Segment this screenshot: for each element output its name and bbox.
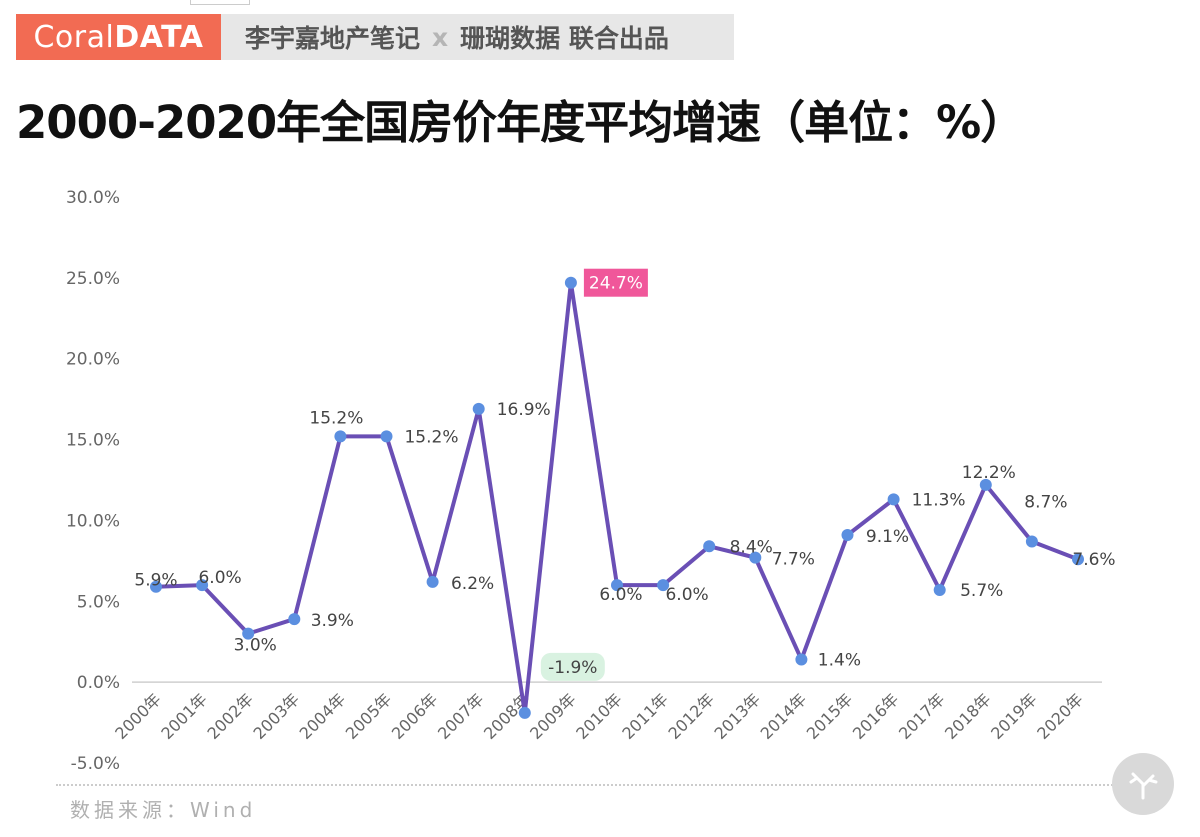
y-tick-label: 20.0% — [66, 350, 120, 370]
data-label: 8.7% — [1024, 492, 1067, 512]
data-point — [150, 580, 162, 593]
data-label: 11.3% — [912, 490, 966, 510]
min-label-badge — [540, 652, 605, 681]
y-tick-label: 30.0% — [66, 188, 120, 208]
x-tick-label: 2013年 — [711, 690, 765, 744]
data-point — [242, 627, 255, 640]
data-label: 6.0% — [198, 568, 241, 588]
data-label: 15.2% — [309, 408, 363, 428]
data-label: 6.2% — [451, 574, 494, 594]
data-label: 5.9% — [134, 571, 177, 591]
data-label: 6.0% — [665, 585, 708, 605]
data-label: 6.0% — [599, 585, 642, 605]
data-point — [196, 579, 209, 592]
data-label: -1.9% — [548, 658, 597, 678]
data-point — [703, 540, 716, 553]
footer-divider — [56, 784, 1120, 786]
data-point — [979, 478, 992, 491]
x-tick-label: 2012年 — [664, 690, 718, 744]
x-tick-label: 2002年 — [203, 690, 257, 744]
y-tick-label: 25.0% — [66, 269, 120, 289]
data-point — [841, 528, 854, 541]
data-point — [518, 706, 531, 719]
x-tick-label: 2015年 — [803, 690, 857, 744]
banner-left-text: 李宇嘉地产笔记 — [245, 24, 421, 53]
banner-x: x — [432, 22, 449, 52]
data-label: 7.7% — [772, 550, 815, 570]
x-tick-label: 2004年 — [296, 690, 350, 744]
x-tick-label: 2006年 — [388, 690, 442, 744]
data-label: 8.4% — [730, 537, 773, 557]
data-label: 3.0% — [234, 636, 277, 656]
data-label: 1.4% — [818, 651, 861, 671]
x-tick-label: 2001年 — [157, 690, 211, 744]
data-point — [887, 493, 900, 506]
data-point — [426, 575, 439, 588]
data-point — [749, 551, 762, 564]
data-label: 15.2% — [404, 427, 458, 447]
y-tick-label: 15.0% — [66, 431, 120, 451]
data-point — [611, 579, 623, 592]
x-tick-label: 2014年 — [757, 690, 811, 744]
top-tab-mark — [190, 0, 250, 5]
data-point — [1025, 535, 1038, 548]
header: Coral DATA 李宇嘉地产笔记 x 珊瑚数据 联合出品 — [16, 14, 734, 60]
data-label: 9.1% — [866, 527, 909, 547]
chart-title: 2000-2020年全国房价年度平均增速（单位：%） — [16, 96, 1025, 149]
data-point — [795, 653, 808, 666]
coral-watermark-icon — [1112, 753, 1174, 815]
logo-text-light: Coral — [33, 19, 115, 55]
data-label: 16.9% — [497, 400, 551, 420]
data-label: 7.6% — [1072, 550, 1115, 570]
credit-banner: 李宇嘉地产笔记 x 珊瑚数据 联合出品 — [221, 14, 734, 60]
data-point — [657, 579, 670, 592]
data-point — [288, 613, 301, 626]
coraldata-logo: Coral DATA — [16, 14, 221, 60]
data-source: 数据来源：Wind — [70, 798, 257, 822]
x-tick-label: 2016年 — [849, 690, 903, 744]
x-tick-label: 2005年 — [342, 690, 396, 744]
y-tick-label: -5.0% — [71, 754, 120, 774]
x-tick-label: 2017年 — [895, 690, 949, 744]
logo-text-bold: DATA — [114, 19, 204, 55]
data-point — [472, 402, 485, 415]
x-tick-label: 2018年 — [941, 690, 995, 744]
x-tick-label: 2010年 — [572, 690, 626, 744]
y-tick-label: 0.0% — [77, 673, 120, 693]
x-tick-label: 2020年 — [1033, 690, 1087, 744]
y-tick-label: 5.0% — [77, 592, 120, 612]
x-tick-label: 2000年 — [111, 690, 165, 744]
data-label: 3.9% — [311, 611, 354, 631]
data-point — [564, 276, 577, 289]
data-label: 24.7% — [589, 274, 643, 294]
data-point — [380, 430, 393, 443]
x-tick-label: 2019年 — [987, 690, 1041, 744]
x-tick-label: 2003年 — [250, 690, 304, 744]
data-point — [334, 430, 347, 443]
banner-right-text: 珊瑚数据 联合出品 — [460, 24, 669, 53]
data-point — [1072, 553, 1084, 566]
data-label: 5.7% — [960, 581, 1003, 601]
x-tick-label: 2009年 — [526, 690, 580, 744]
max-label-badge — [583, 268, 648, 297]
data-label: 12.2% — [962, 463, 1016, 483]
data-point — [933, 583, 946, 596]
y-tick-label: 10.0% — [66, 511, 120, 531]
x-tick-label: 2011年 — [618, 690, 672, 744]
x-tick-label: 2007年 — [434, 690, 488, 744]
